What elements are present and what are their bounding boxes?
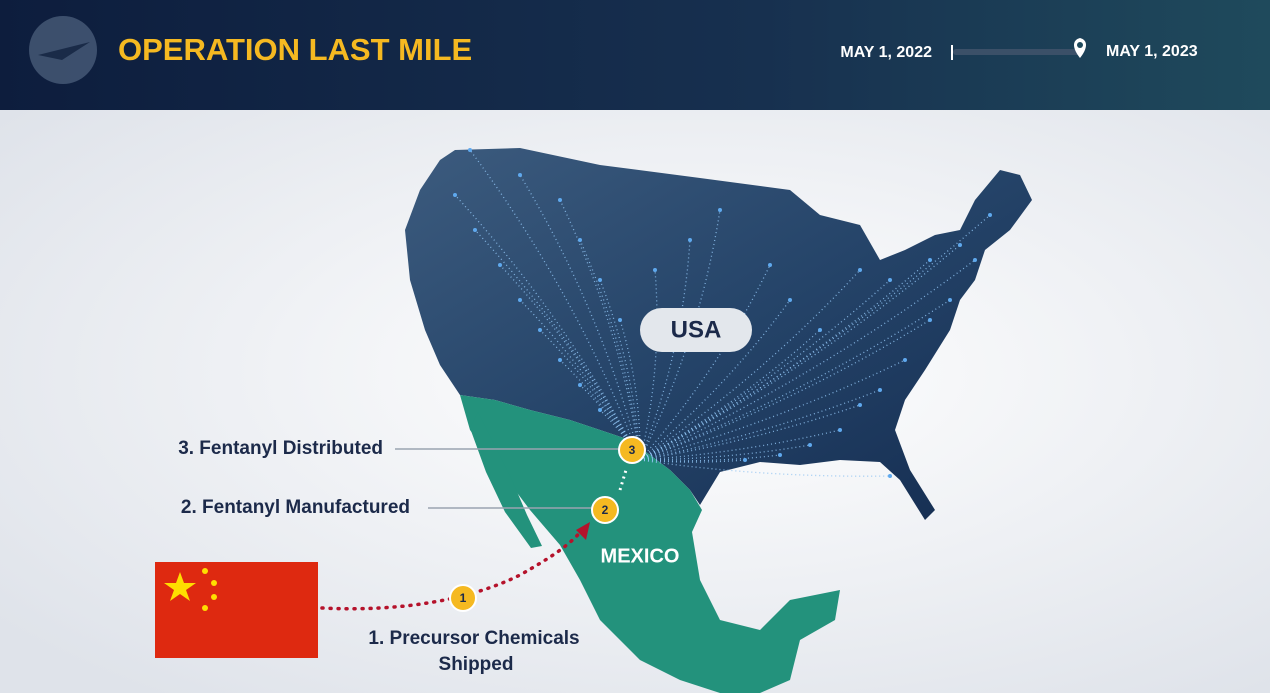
route-end	[888, 474, 892, 478]
route-end	[988, 213, 992, 217]
route-end	[558, 358, 562, 362]
route-end	[768, 263, 772, 267]
route-line	[579, 239, 641, 461]
step-label: 3. Fentanyl Distributed	[178, 438, 383, 459]
route-end	[688, 238, 692, 242]
route-line	[639, 404, 861, 461]
route-end	[653, 268, 657, 272]
logo-eagle	[38, 42, 90, 60]
step-badge	[591, 496, 619, 524]
route-end	[453, 193, 457, 197]
route-end	[558, 198, 562, 202]
step-number: 3	[629, 443, 636, 457]
route-end	[958, 243, 962, 247]
pin-hole	[1077, 42, 1083, 48]
step-badge	[618, 436, 646, 464]
route-line	[519, 174, 641, 461]
route-end	[518, 298, 522, 302]
route-end	[498, 263, 502, 267]
flag-stars	[164, 568, 217, 611]
route-end	[778, 453, 782, 457]
route-line	[639, 454, 781, 462]
route-line	[639, 269, 658, 461]
shipping-route	[320, 528, 584, 611]
route-line	[639, 239, 691, 461]
route-line	[639, 444, 811, 461]
route-end	[808, 443, 812, 447]
route-end	[538, 328, 542, 332]
route-line	[639, 299, 791, 461]
mexico-map	[460, 395, 840, 693]
route-line	[639, 459, 746, 463]
step-badge	[449, 584, 477, 612]
usa-label: USA	[671, 316, 722, 343]
start-date: MAY 1, 2022	[840, 44, 932, 61]
step-label: 2. Fentanyl Manufactured	[181, 497, 410, 518]
route-end	[598, 278, 602, 282]
route-line	[639, 299, 951, 461]
route-end	[818, 328, 822, 332]
route-line	[539, 329, 641, 461]
route-end	[473, 228, 477, 232]
step-number: 2	[602, 503, 609, 517]
route-end	[578, 383, 582, 387]
route-end	[838, 428, 842, 432]
baja-california	[470, 412, 542, 548]
route-end	[928, 318, 932, 322]
routes	[453, 148, 992, 478]
title: OPERATION LAST MILE	[118, 32, 472, 67]
route-end	[878, 388, 882, 392]
route-end	[578, 238, 582, 242]
route-end	[718, 208, 722, 212]
route-end	[888, 278, 892, 282]
route-line	[639, 269, 861, 461]
route-end	[618, 318, 622, 322]
route-end	[903, 358, 907, 362]
route-end	[973, 258, 977, 262]
end-date: MAY 1, 2023	[1106, 43, 1198, 60]
mexico-label: MEXICO	[601, 545, 680, 567]
step-label: 1. Precursor Chemicals	[368, 628, 579, 649]
route-end	[948, 298, 952, 302]
step-number: 1	[460, 591, 467, 605]
route-end	[518, 173, 522, 177]
route-end	[928, 258, 932, 262]
route-line	[639, 359, 906, 461]
usa-pill	[640, 308, 752, 352]
route-arrowhead	[576, 522, 590, 540]
route-end	[788, 298, 792, 302]
route-end	[743, 458, 747, 462]
step-label: Shipped	[439, 654, 514, 675]
timeline-bar	[953, 49, 1081, 55]
route-end	[468, 148, 472, 152]
route-end	[858, 268, 862, 272]
route-end	[858, 403, 862, 407]
route-end	[598, 408, 602, 412]
route-line	[639, 429, 841, 461]
route-line	[639, 244, 961, 461]
